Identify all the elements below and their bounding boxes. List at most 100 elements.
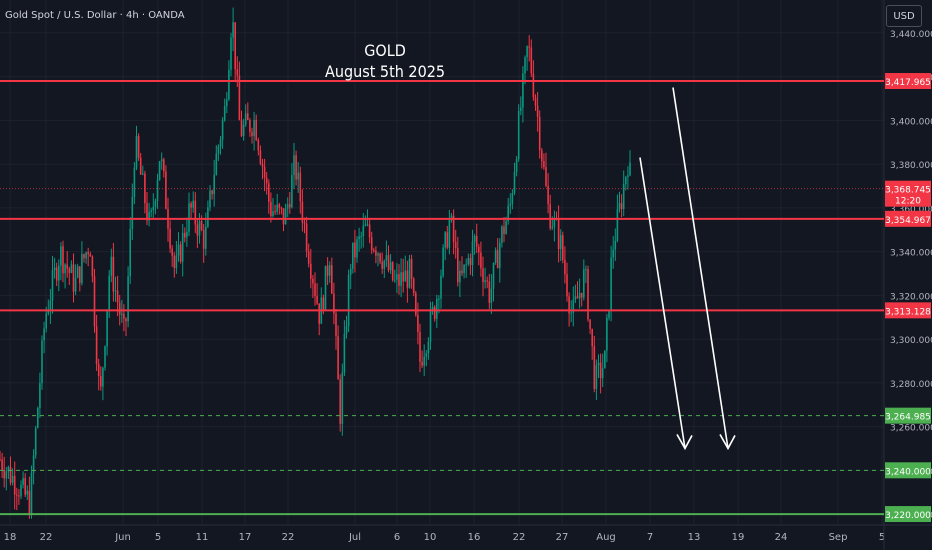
candle-body — [181, 232, 184, 262]
x-tick-label: 11 — [196, 532, 209, 543]
candle-body — [526, 46, 528, 58]
x-tick-label: Aug — [596, 532, 616, 543]
candle-body — [595, 365, 598, 390]
candle-body — [568, 296, 570, 314]
level-price-label: 3,220.000 — [885, 511, 931, 521]
candle-body — [280, 207, 283, 209]
candle-body — [110, 256, 113, 276]
candle-body — [499, 242, 501, 269]
candle-body — [265, 177, 268, 184]
candle-body — [121, 313, 123, 315]
candle-body — [362, 225, 365, 237]
candle-body — [9, 466, 12, 483]
x-tick-label: Sep — [829, 532, 848, 543]
y-tick-label: 3,360.000 — [890, 205, 932, 215]
candle-body — [284, 208, 287, 225]
candle-body — [404, 270, 407, 282]
candle-body — [444, 232, 446, 248]
y-tick-label: 3,260.000 — [890, 424, 932, 434]
candle-body — [358, 236, 360, 240]
level-price-tag — [885, 302, 931, 319]
candle-body — [123, 313, 125, 319]
candle-body — [230, 37, 232, 70]
candle-body — [505, 220, 507, 234]
y-tick-label: 3,300.000 — [890, 336, 932, 346]
candle-body — [618, 203, 621, 210]
x-tick-label: 18 — [4, 532, 17, 543]
candle-body — [620, 203, 623, 210]
candle-body — [396, 274, 398, 280]
candle-body — [530, 47, 533, 74]
candle-body — [112, 256, 115, 292]
candle-body — [156, 179, 159, 202]
candle-body — [492, 262, 495, 289]
candle-body — [427, 341, 430, 354]
candle-body — [209, 190, 211, 208]
candle-body — [236, 69, 239, 76]
candle-body — [232, 22, 234, 38]
candle-body — [410, 258, 413, 279]
candle-body — [486, 280, 488, 282]
x-tick-label: 16 — [468, 532, 481, 543]
candle-body — [278, 204, 281, 208]
candle-body — [20, 484, 22, 497]
candle-body — [3, 470, 5, 479]
x-tick-label: 13 — [688, 532, 701, 543]
candle-body — [356, 239, 358, 258]
candle-body — [81, 254, 83, 284]
candle-body — [604, 350, 606, 369]
candle-body — [303, 222, 306, 224]
candle-body — [360, 236, 362, 238]
candle-body — [412, 278, 415, 293]
candle-body — [324, 265, 327, 310]
candle-body — [255, 119, 257, 140]
candle-body — [389, 262, 392, 271]
candle-body — [549, 204, 551, 229]
candle-body — [585, 269, 587, 271]
candle-body — [515, 159, 518, 173]
candle-body — [465, 263, 467, 265]
candle-body — [478, 246, 480, 253]
countdown-label: 12:20 — [895, 197, 921, 207]
candle-body — [133, 167, 136, 198]
candle-body — [45, 313, 47, 329]
candle-body — [221, 120, 224, 140]
candle-body — [169, 228, 171, 249]
candle-body — [347, 274, 350, 327]
candle-body — [79, 266, 81, 284]
trend-arrow-head — [719, 434, 736, 451]
candle-body — [274, 211, 276, 213]
candle-body — [333, 293, 335, 314]
currency-button[interactable]: USD — [886, 5, 922, 27]
candle-body — [454, 242, 457, 249]
candle-body — [576, 296, 579, 299]
candle-body — [171, 248, 173, 256]
candle-body — [391, 262, 394, 280]
candle-body — [553, 218, 556, 227]
candle-body — [175, 255, 178, 269]
candle-body — [26, 490, 29, 495]
candle-body — [610, 257, 612, 311]
candle-body — [102, 367, 104, 387]
x-tick-label: 5 — [879, 532, 885, 543]
level-price-tag — [885, 462, 931, 479]
candle-body — [471, 241, 474, 266]
candle-body — [398, 274, 400, 286]
candle-body — [520, 107, 522, 112]
candle-body — [496, 250, 499, 269]
candle-body — [461, 270, 463, 274]
candle-body — [205, 226, 207, 249]
candle-body — [622, 184, 625, 210]
candle-body — [343, 333, 346, 373]
x-tick-label: 7 — [647, 532, 653, 543]
candle-body — [64, 264, 66, 274]
level-price-tag — [885, 210, 931, 227]
candle-body — [179, 244, 182, 262]
candle-body — [47, 310, 50, 314]
candle-body — [114, 290, 117, 292]
candle-body — [24, 478, 26, 495]
candle-body — [68, 268, 71, 273]
candle-body — [608, 310, 610, 318]
candle-body — [22, 478, 24, 485]
